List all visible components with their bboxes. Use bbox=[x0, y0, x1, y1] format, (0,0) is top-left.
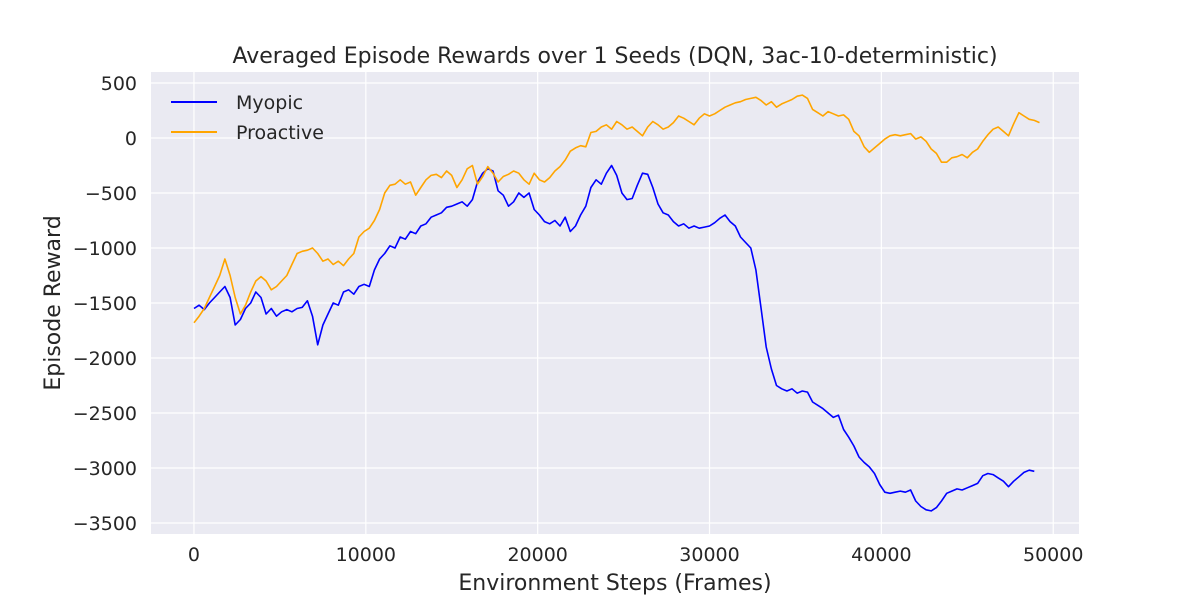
x-tick-label: 0 bbox=[188, 544, 200, 566]
y-tick-label: −1000 bbox=[73, 238, 137, 260]
y-tick-label: 0 bbox=[125, 128, 137, 150]
legend: Myopic Proactive bbox=[171, 92, 324, 144]
y-tick-label: −1500 bbox=[73, 293, 137, 315]
y-axis-label: Episode Reward bbox=[41, 215, 66, 390]
legend-label-proactive: Proactive bbox=[236, 122, 324, 144]
y-tick-label: −2500 bbox=[73, 403, 137, 425]
y-tick-label: −500 bbox=[85, 183, 137, 205]
legend-label-myopic: Myopic bbox=[236, 92, 303, 114]
series-line-myopic bbox=[193, 164, 1035, 512]
grid-lines bbox=[151, 72, 1079, 534]
x-tick-label: 10000 bbox=[336, 544, 396, 566]
y-tick-labels: 500 0 −500 −1000 −1500 −2000 −2500 −3000 −3500 bbox=[73, 73, 137, 535]
y-tick-label: −3000 bbox=[73, 458, 137, 480]
chart-title: Averaged Episode Rewards over 1 Seeds (D… bbox=[232, 44, 997, 69]
y-tick-label: −3500 bbox=[73, 513, 137, 535]
x-tick-label: 40000 bbox=[851, 544, 911, 566]
x-tick-label: 20000 bbox=[507, 544, 567, 566]
x-tick-labels: 0 10000 20000 30000 40000 50000 bbox=[188, 544, 1084, 566]
series-lines bbox=[193, 94, 1040, 512]
x-tick-label: 30000 bbox=[679, 544, 739, 566]
x-tick-label: 50000 bbox=[1023, 544, 1083, 566]
y-tick-label: −2000 bbox=[73, 348, 137, 370]
series-line-proactive bbox=[193, 94, 1040, 324]
x-axis-label: Environment Steps (Frames) bbox=[458, 571, 771, 596]
y-tick-label: 500 bbox=[101, 73, 137, 95]
